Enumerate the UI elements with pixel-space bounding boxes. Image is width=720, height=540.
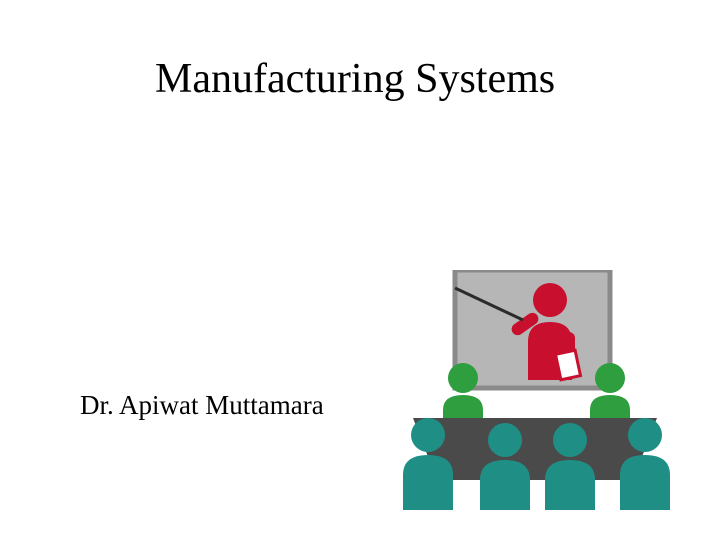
page-title: Manufacturing Systems bbox=[155, 55, 555, 103]
meeting-illustration bbox=[395, 270, 675, 510]
author-name: Dr. Apiwat Muttamara bbox=[80, 390, 324, 421]
